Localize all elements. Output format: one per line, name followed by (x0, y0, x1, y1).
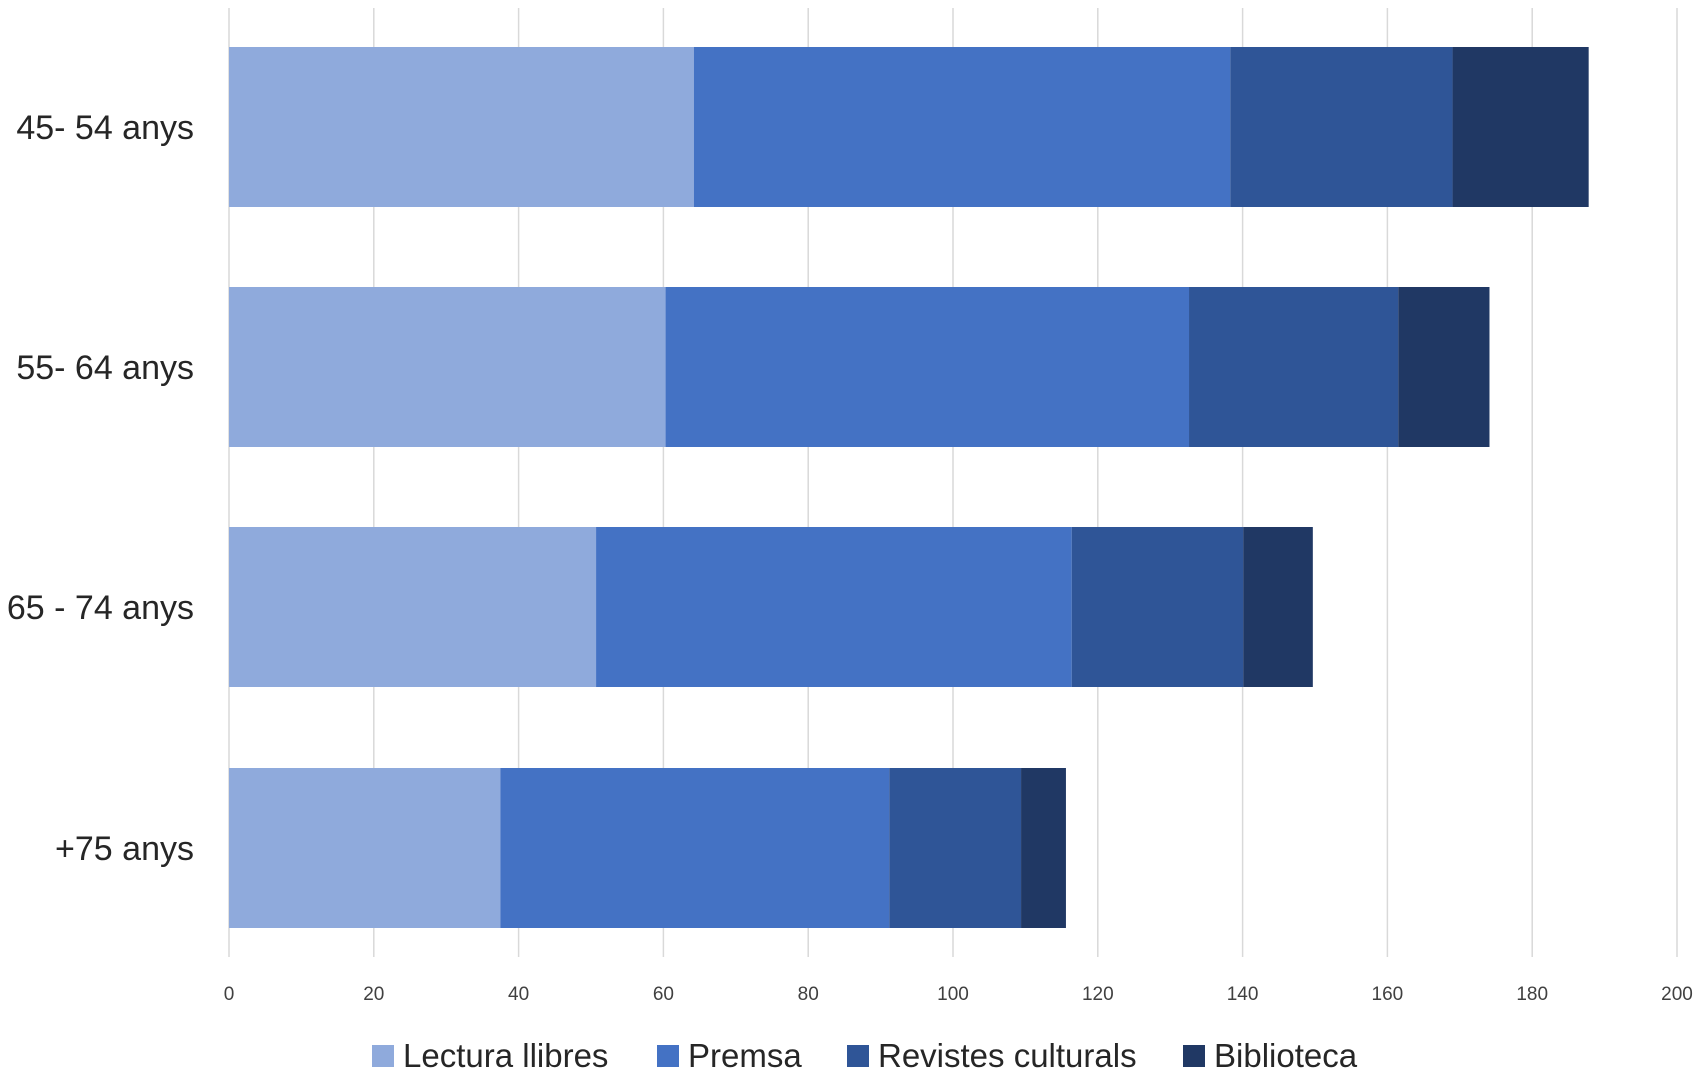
x-tick-label: 200 (1661, 984, 1693, 1005)
legend-swatch (657, 1045, 679, 1067)
bar-biblioteca (1452, 47, 1589, 207)
legend-label: Premsa (688, 1037, 802, 1072)
legend-swatch (1183, 1045, 1205, 1067)
x-tick-label: 100 (937, 984, 969, 1005)
x-tick-label: 60 (653, 984, 674, 1005)
category-label: +75 anys (55, 830, 194, 868)
bars (229, 47, 1589, 928)
legend-label: Lectura llibres (403, 1037, 608, 1072)
legend: Lectura llibres Premsa Revistes culturals B… (372, 1037, 1358, 1072)
bar-biblioteca (1021, 768, 1066, 928)
bar-premsa (693, 47, 1231, 207)
legend-swatch (847, 1045, 869, 1067)
legend-swatch (372, 1045, 394, 1067)
bar-biblioteca (1398, 287, 1490, 447)
bar-lectura-llibres (229, 287, 666, 447)
bar-revistes-culturals (1071, 527, 1244, 687)
legend-label: Revistes culturals (878, 1037, 1137, 1072)
x-tick-label: 180 (1516, 984, 1548, 1005)
legend-label: Biblioteca (1214, 1037, 1358, 1072)
x-tick-label: 0 (224, 984, 235, 1005)
bar-revistes-culturals (889, 768, 1022, 928)
x-tick-label: 140 (1227, 984, 1259, 1005)
category-label: 45- 54 anys (16, 109, 194, 147)
bar-premsa (596, 527, 1072, 687)
bar-revistes-culturals (1230, 47, 1453, 207)
category-label: 65 - 74 anys (7, 589, 194, 627)
bar-revistes-culturals (1189, 287, 1399, 447)
bar-premsa (500, 768, 890, 928)
x-tick-label: 120 (1082, 984, 1114, 1005)
x-tick-label: 40 (508, 984, 529, 1005)
category-labels: 45- 54 anys 55- 64 anys 65 - 74 anys +75 an… (7, 109, 194, 868)
bar-lectura-llibres (229, 768, 501, 928)
x-axis-ticks: 0 20 40 60 80 100 120 140 160 180 200 (224, 984, 1693, 1005)
x-tick-label: 20 (363, 984, 384, 1005)
x-tick-label: 80 (798, 984, 819, 1005)
bar-lectura-llibres (229, 527, 597, 687)
bar-lectura-llibres (229, 47, 694, 207)
x-tick-label: 160 (1372, 984, 1404, 1005)
bar-biblioteca (1243, 527, 1313, 687)
bar-premsa (665, 287, 1190, 447)
category-label: 55- 64 anys (16, 349, 194, 387)
